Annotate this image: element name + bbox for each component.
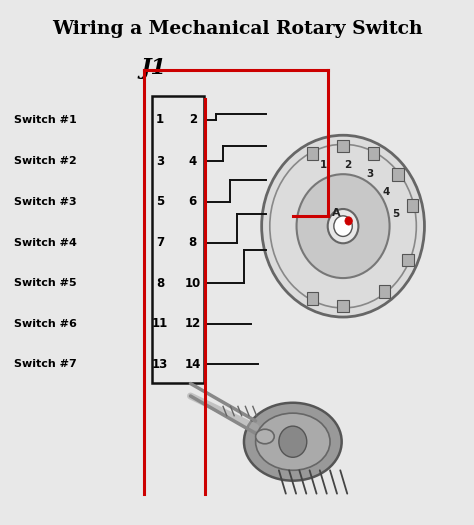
Text: Switch #5: Switch #5 xyxy=(14,278,76,288)
Text: 11: 11 xyxy=(152,317,168,330)
Text: Switch #3: Switch #3 xyxy=(14,197,76,207)
Text: 4: 4 xyxy=(189,155,197,167)
Text: 2: 2 xyxy=(344,160,352,170)
Circle shape xyxy=(262,135,424,317)
Circle shape xyxy=(279,426,307,457)
Text: Switch #6: Switch #6 xyxy=(14,319,77,329)
Text: 1: 1 xyxy=(319,160,327,170)
Text: 1: 1 xyxy=(156,113,164,126)
Text: 6: 6 xyxy=(189,195,197,208)
Ellipse shape xyxy=(255,429,274,444)
Text: 13: 13 xyxy=(152,358,168,371)
FancyBboxPatch shape xyxy=(368,148,379,160)
Text: 10: 10 xyxy=(185,277,201,290)
Text: Switch #1: Switch #1 xyxy=(14,114,76,124)
FancyBboxPatch shape xyxy=(402,254,414,266)
Text: 5: 5 xyxy=(392,208,399,219)
Bar xyxy=(152,96,204,383)
Text: Switch #2: Switch #2 xyxy=(14,156,76,166)
Text: 8: 8 xyxy=(189,236,197,249)
FancyBboxPatch shape xyxy=(407,199,418,212)
Text: 8: 8 xyxy=(156,277,164,290)
Circle shape xyxy=(345,217,352,225)
Text: 3: 3 xyxy=(366,169,374,179)
FancyBboxPatch shape xyxy=(307,292,319,305)
FancyBboxPatch shape xyxy=(337,140,349,152)
Text: 14: 14 xyxy=(184,358,201,371)
FancyBboxPatch shape xyxy=(337,300,349,312)
Text: J1: J1 xyxy=(140,57,166,79)
Text: A: A xyxy=(332,208,340,218)
Text: Switch #4: Switch #4 xyxy=(14,238,77,248)
FancyBboxPatch shape xyxy=(379,286,390,298)
Circle shape xyxy=(297,174,390,278)
Ellipse shape xyxy=(244,403,342,481)
Text: 4: 4 xyxy=(383,187,390,197)
Text: 3: 3 xyxy=(156,155,164,167)
Circle shape xyxy=(334,216,352,236)
Text: Switch #7: Switch #7 xyxy=(14,359,76,369)
Text: 12: 12 xyxy=(185,317,201,330)
FancyBboxPatch shape xyxy=(307,148,319,160)
Text: 5: 5 xyxy=(156,195,164,208)
Text: Wiring a Mechanical Rotary Switch: Wiring a Mechanical Rotary Switch xyxy=(52,20,422,38)
FancyBboxPatch shape xyxy=(392,169,403,181)
Circle shape xyxy=(328,209,358,243)
Text: 2: 2 xyxy=(189,113,197,126)
Text: 7: 7 xyxy=(156,236,164,249)
Ellipse shape xyxy=(255,413,330,470)
